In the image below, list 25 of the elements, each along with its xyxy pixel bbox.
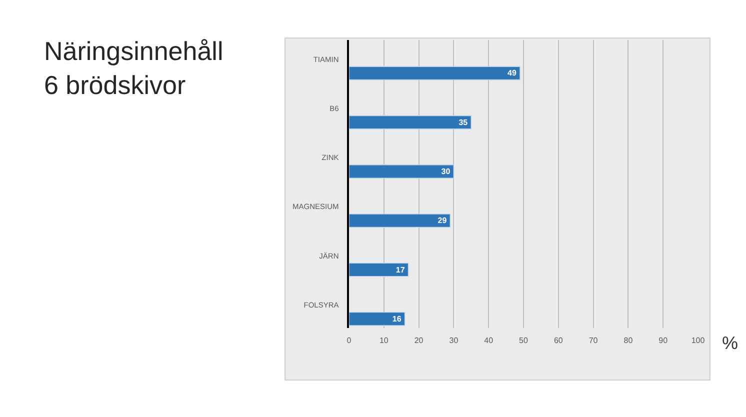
x-axis-title: % [722, 333, 738, 353]
x-tick-label: 50 [519, 336, 528, 345]
data-label: 17 [396, 265, 406, 274]
x-tick-label: 90 [658, 336, 668, 345]
bar [349, 66, 520, 80]
x-tick-label: 30 [449, 336, 459, 345]
text: Näringsinnehåll 6 brödskivor [44, 36, 224, 100]
x-tick-label: 20 [414, 336, 424, 345]
x-tick-label: 10 [379, 336, 389, 345]
bar [349, 214, 451, 228]
bar [349, 312, 406, 326]
bar [349, 115, 472, 130]
data-label: 16 [392, 314, 402, 324]
x-tick-label: 40 [484, 336, 494, 345]
x-tick-label: 60 [554, 336, 564, 345]
data-label: 29 [438, 216, 448, 226]
bar [349, 262, 409, 277]
x-tick-label: 100 [691, 336, 706, 345]
x-tick-label: 80 [624, 336, 634, 345]
x-tick-label: 70 [588, 336, 598, 345]
data-label: 49 [508, 68, 518, 78]
data-label: 30 [441, 166, 451, 176]
data-label: 35 [458, 118, 468, 127]
bar [349, 164, 454, 178]
x-tick-label: 0 [346, 336, 352, 345]
